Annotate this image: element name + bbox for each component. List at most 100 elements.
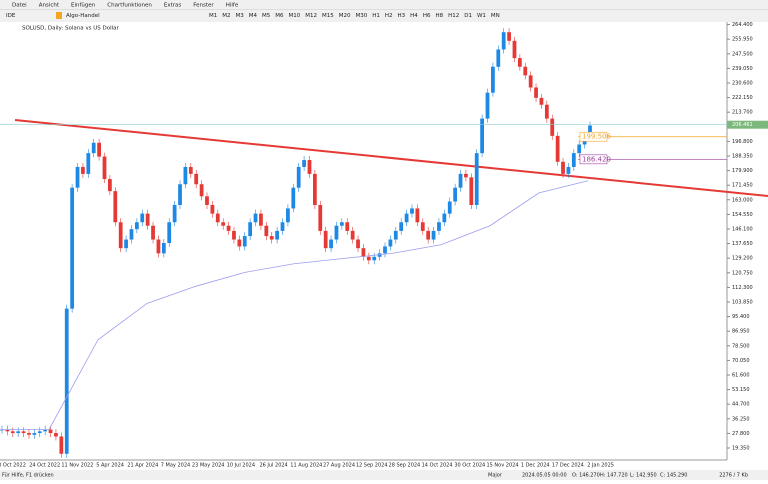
candle-body — [501, 32, 506, 50]
timeframe-button[interactable]: M4 — [249, 13, 258, 19]
timeframe-button[interactable]: H12 — [448, 13, 459, 19]
candle-body — [264, 225, 269, 237]
timeframe-button[interactable]: M30 — [356, 13, 368, 19]
candle-body — [291, 187, 296, 209]
candle-body — [210, 204, 215, 214]
price-tick-label: 27.800 — [732, 431, 750, 437]
candle-body — [140, 213, 145, 223]
candle-body — [404, 213, 409, 223]
timeframe-button[interactable]: H3 — [398, 13, 406, 19]
timeframe-button[interactable]: H6 — [423, 13, 431, 19]
candle-body — [5, 429, 10, 432]
timeframe-button[interactable]: W1 — [477, 13, 486, 19]
candle-body — [334, 225, 339, 240]
menu-item[interactable]: Chartfunktionen — [107, 3, 152, 9]
date-label: 21 Apr 2024 — [127, 463, 158, 469]
status-text: O: 146.270 — [572, 473, 600, 479]
timeframe-button[interactable]: D1 — [464, 13, 472, 19]
algo-button[interactable]: Algo-Handel — [66, 13, 100, 19]
candle-body — [453, 187, 458, 202]
menu-item[interactable]: Fenster — [193, 3, 214, 9]
price-tick-label: 230.600 — [732, 80, 753, 86]
candle-body — [183, 166, 188, 185]
candle-body — [145, 213, 150, 226]
candle-body — [81, 166, 85, 174]
timeframe-button[interactable]: H2 — [385, 13, 393, 19]
candle-body — [534, 87, 538, 98]
candle-body — [350, 230, 355, 240]
timeframe-button[interactable]: M15 — [322, 13, 334, 19]
price-tick-label: 36.250 — [732, 416, 750, 422]
candle-body — [113, 191, 118, 223]
candle-body — [286, 208, 290, 223]
candle-body — [253, 213, 258, 223]
timeframe-button[interactable]: M5 — [262, 13, 271, 19]
date-label: 24 Oct 2022 — [29, 463, 60, 469]
menu-item[interactable]: Ansicht — [39, 3, 60, 9]
candle-body — [426, 230, 431, 240]
candle-body — [221, 222, 226, 226]
price-tick-label: 129.200 — [732, 256, 753, 262]
status-text: L: 142.950 — [630, 473, 657, 479]
date-label: 5 Apr 2024 — [96, 463, 124, 469]
timeframe-button[interactable]: M6 — [275, 13, 284, 19]
current-price-box — [727, 120, 768, 129]
date-label: 23 May 2024 — [192, 463, 225, 469]
candle-body — [108, 179, 112, 192]
status-bar — [0, 470, 768, 480]
menu-item[interactable]: Extras — [164, 3, 182, 9]
price-tick-label: 264.400 — [732, 22, 753, 28]
menu-item[interactable]: Einfügen — [71, 3, 96, 9]
price-tick-label: 188.350 — [732, 153, 753, 159]
ide-button[interactable]: IDE — [6, 13, 16, 19]
menu-item[interactable]: Hilfe — [226, 3, 239, 9]
chart-area — [0, 22, 768, 460]
candle-body — [167, 222, 172, 243]
candle-body — [496, 49, 501, 67]
candle-body — [539, 97, 544, 105]
candle-body — [259, 213, 263, 226]
candle-body — [366, 256, 371, 261]
timeframe-button[interactable]: M10 — [289, 13, 301, 19]
candle-body — [399, 222, 404, 231]
candle-body — [54, 433, 58, 437]
candle-body — [571, 153, 576, 167]
timeframe-button[interactable]: MN — [491, 13, 500, 19]
candle-body — [491, 66, 495, 93]
timeframe-button[interactable]: H8 — [435, 13, 443, 19]
candle-body — [102, 156, 107, 180]
candle-body — [86, 153, 91, 174]
candle-body — [302, 160, 306, 167]
timeframe-button[interactable]: M3 — [236, 13, 245, 19]
trend-line[interactable] — [14, 119, 768, 197]
candle-body — [226, 225, 231, 231]
candle-body — [307, 160, 312, 174]
timeframe-button[interactable]: M20 — [339, 13, 351, 19]
candle-body — [523, 66, 528, 76]
date-label: 11 Aug 2024 — [290, 463, 322, 469]
price-tick-label: 95.400 — [732, 314, 750, 320]
candle-body — [32, 433, 37, 435]
candle-body — [393, 230, 398, 240]
date-label: 15 Nov 2024 — [486, 463, 518, 469]
price-tick-label: 137.650 — [732, 241, 753, 247]
candle-body — [485, 92, 490, 119]
candle-body — [10, 431, 15, 434]
candle-body — [507, 32, 511, 41]
top-bars — [0, 0, 768, 22]
date-label: 7 May 2024 — [161, 463, 190, 469]
timeframe-button[interactable]: M2 — [222, 13, 230, 19]
candle-body — [280, 222, 285, 231]
candle-body — [91, 142, 96, 154]
menu-item[interactable]: Datei — [12, 3, 27, 9]
timeframe-button[interactable]: M12 — [305, 13, 317, 19]
candle-body — [16, 431, 21, 434]
timeframe-button[interactable]: M1 — [209, 13, 217, 19]
timeframe-button[interactable]: H1 — [372, 13, 380, 19]
price-tick-label: 44.700 — [732, 402, 750, 408]
date-label: 27 Aug 2024 — [323, 463, 355, 469]
timeframe-button[interactable]: H4 — [410, 13, 418, 19]
candle-body — [237, 239, 242, 247]
date-label: 28 Sep 2024 — [389, 463, 421, 469]
